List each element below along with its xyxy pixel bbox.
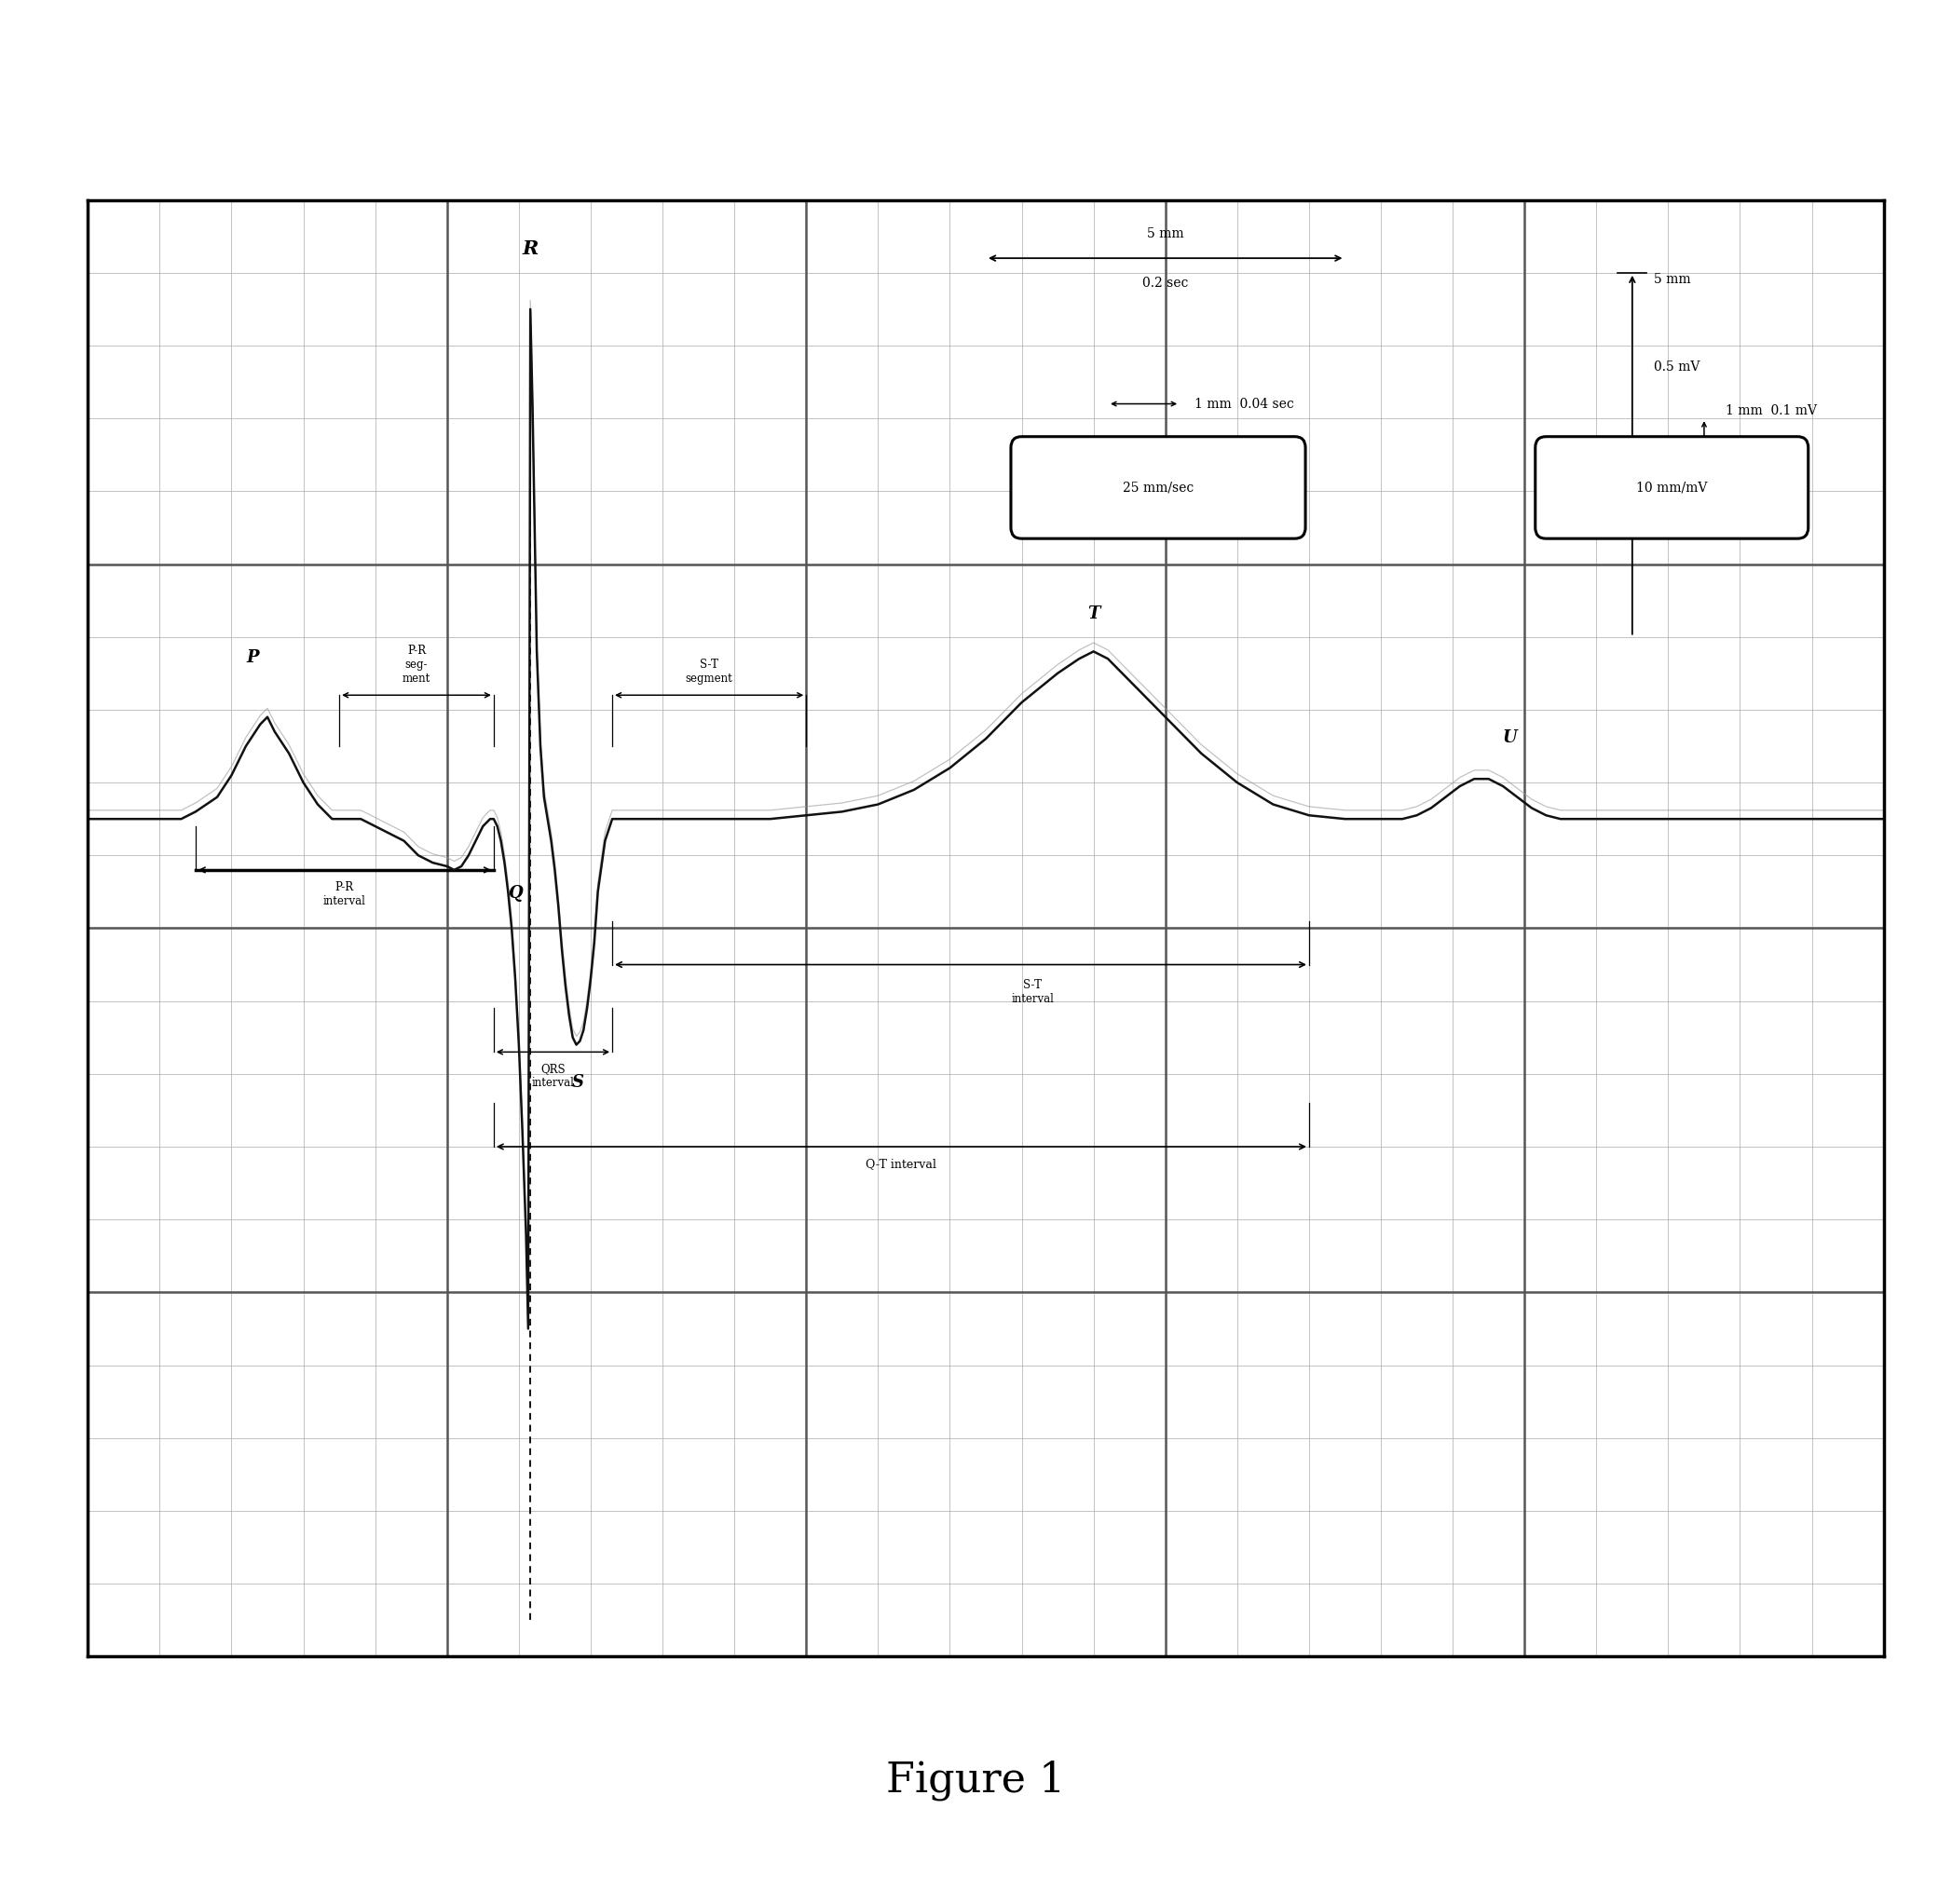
Text: S-T
segment: S-T segment <box>685 659 732 684</box>
FancyBboxPatch shape <box>1536 436 1808 539</box>
Text: 1 mm  0.04 sec: 1 mm 0.04 sec <box>1195 398 1294 411</box>
Text: 0.5 mV: 0.5 mV <box>1653 360 1700 373</box>
Text: Q-T interval: Q-T interval <box>867 1158 937 1169</box>
Text: 1 mm  0.1 mV: 1 mm 0.1 mV <box>1726 404 1817 417</box>
Text: R: R <box>523 240 539 259</box>
Text: 10 mm/mV: 10 mm/mV <box>1636 482 1708 495</box>
Text: 5 mm: 5 mm <box>1653 272 1690 286</box>
Text: S: S <box>572 1074 584 1091</box>
Text: T: T <box>1087 605 1099 623</box>
Text: Q: Q <box>508 885 523 901</box>
Text: Figure 1: Figure 1 <box>886 1759 1066 1801</box>
Text: QRS
interval: QRS interval <box>531 1062 574 1089</box>
Text: S-T
interval: S-T interval <box>1011 979 1054 1005</box>
Text: U: U <box>1503 729 1517 746</box>
Text: 25 mm/sec: 25 mm/sec <box>1122 482 1195 495</box>
Text: P-R
interval: P-R interval <box>324 882 367 906</box>
Text: P-R
seg-
ment: P-R seg- ment <box>402 644 431 684</box>
Text: 5 mm: 5 mm <box>1148 227 1183 240</box>
Text: P: P <box>246 649 260 666</box>
Text: 0.2 sec: 0.2 sec <box>1142 276 1189 289</box>
FancyBboxPatch shape <box>1011 436 1306 539</box>
